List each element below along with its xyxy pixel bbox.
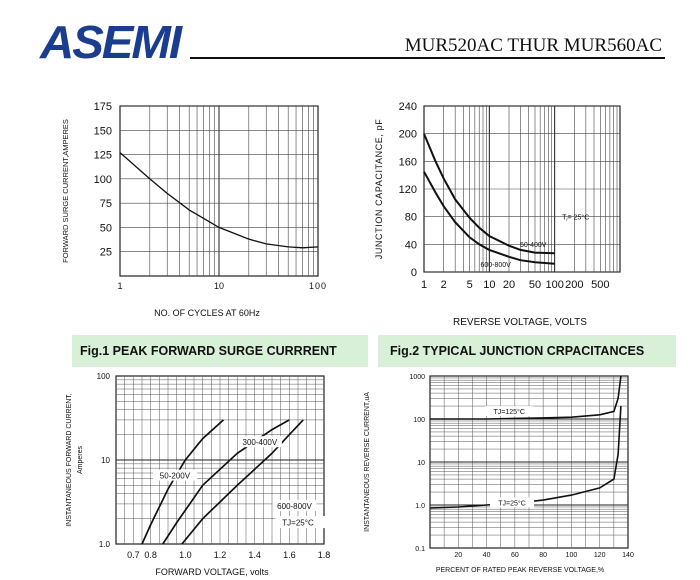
temperature-note: TJ=25°C — [282, 519, 314, 528]
caption-band-left — [72, 335, 368, 367]
temperature-note: Tⱼ= 25°C — [562, 213, 589, 221]
x-tick-label: 20 — [454, 552, 462, 559]
y-tick-label: 1.0 — [99, 540, 111, 549]
forward-curve-300-400V — [162, 419, 290, 545]
x-tick-label: 80 — [539, 552, 547, 559]
series-label: 300-400V — [243, 438, 278, 447]
y-axis-label: FORWARD SURGE CURRENT,AMPERES — [61, 119, 70, 263]
x-tick-label: 5 — [467, 279, 473, 291]
x-tick-label: 10 — [483, 279, 495, 291]
y-tick-label: 50 — [100, 222, 112, 234]
series-label-bg — [490, 497, 535, 508]
series-label-bg — [272, 500, 317, 512]
y-axis-label-unit: Amperes — [77, 445, 84, 474]
y-tick-label: 160 — [399, 156, 417, 168]
fig2-caption: Fig.2 TYPICAL JUNCTION CRPACITANCES — [390, 344, 645, 358]
y-axis-label: INSTANTANEOUS FORWARD CURRENT, — [66, 393, 73, 527]
y-axis-label: JUNCTION CAPACITANCE, pF — [374, 119, 384, 260]
x-tick-label: 20 — [503, 279, 515, 291]
x-tick-label: 60 — [511, 552, 519, 559]
logo-text: ASEMI — [39, 16, 183, 68]
series-label-bg — [485, 406, 534, 417]
y-tick-label: 150 — [94, 125, 112, 137]
header: ASEMI MUR520AC THUR MUR560AC — [39, 16, 665, 68]
temperature-note-bg — [275, 516, 332, 529]
y-tick-label: 200 — [399, 129, 417, 141]
y-tick-label: 100 — [413, 417, 425, 424]
y-tick-label: 75 — [100, 198, 112, 210]
y-tick-label: 0.1 — [415, 546, 425, 553]
x-tick-label: 40 — [483, 552, 491, 559]
y-tick-label: 1000 — [409, 374, 425, 381]
x-tick-label: 1 — [421, 279, 427, 291]
reverse-curve-TJ=25°C — [429, 406, 622, 509]
y-tick-label: 120 — [399, 184, 417, 196]
x-tick-label: 1.6 — [283, 550, 296, 560]
y-tick-label: 240 — [399, 101, 417, 113]
x-tick-label: 1 — [117, 281, 122, 291]
capacitance-curve-50-400V — [423, 133, 555, 255]
x-tick-label: 100 — [309, 281, 327, 291]
part-range-title: MUR520AC THUR MUR560AC — [405, 35, 662, 56]
y-tick-label: 10 — [417, 460, 425, 467]
chart-surge-current: 25 50 75 100 125 150 175 1 10 100 FORWARD SURGE CU… — [61, 101, 327, 318]
x-axis-label: PERCENT OF RATED PEAK REVERSE VOLTAGE,% — [436, 567, 604, 574]
x-tick-label: 100 — [545, 279, 563, 291]
x-tick-label: 1.2 — [214, 550, 227, 560]
series-label: 600-800V — [277, 502, 312, 511]
y-tick-label: 100 — [97, 372, 111, 381]
series-label: 50-200V — [160, 472, 191, 481]
x-tick-label: 0.7 — [127, 550, 140, 560]
caption-band-right — [378, 335, 676, 367]
x-tick-label: 0.8 — [144, 550, 157, 560]
x-tick-label: 140 — [622, 552, 634, 559]
y-tick-label: 40 — [405, 239, 417, 251]
asemi-logo: ASEMI — [39, 16, 185, 68]
series-label-50-400v: 50-400V — [520, 242, 547, 249]
y-tick-label: 25 — [100, 247, 112, 259]
x-tick-label: 120 — [594, 552, 606, 559]
y-tick-label: 100 — [94, 174, 112, 186]
x-tick-label: 200 — [565, 279, 583, 291]
reverse-curve-TJ=125°C — [430, 375, 622, 420]
x-axis-label: REVERSE VOLTAGE, VOLTS — [453, 317, 587, 328]
y-tick-label: 0 — [411, 267, 417, 279]
forward-curve-600-800V — [181, 419, 304, 545]
x-tick-label: 10 — [214, 281, 224, 291]
x-tick-label: 50 — [529, 279, 541, 291]
series-label-25c: TJ=25°C — [498, 499, 526, 507]
x-axis-label: FORWARD VOLTAGE, volts — [155, 567, 269, 577]
y-axis-label: INSTANTANEOUS REVERSE CURRENT,uA — [364, 392, 371, 532]
chart-reverse-current: 0.1 1.0 10 100 1000 20 40 60 80 100 120 140 TJ=125°C… — [364, 374, 634, 574]
capacitance-curve-600-800V — [423, 171, 555, 265]
x-tick-label: 500 — [591, 279, 609, 291]
x-tick-label: 1.8 — [318, 550, 331, 560]
y-tick-label: 80 — [405, 212, 417, 224]
surge-current-curve — [119, 152, 319, 249]
x-tick-label: 2 — [441, 279, 447, 291]
series-label-bg — [237, 436, 282, 448]
x-tick-label: 1.4 — [248, 550, 261, 560]
series-label-600-800v: 600-800V — [480, 262, 511, 269]
y-tick-label: 175 — [94, 101, 112, 113]
x-axis-label: NO. OF CYCLES AT 60Hz — [154, 308, 260, 318]
x-tick-label: 100 — [566, 552, 578, 559]
fig1-caption: Fig.1 PEAK FORWARD SURGE CURRRENT — [80, 344, 337, 358]
y-tick-label: 10 — [101, 456, 110, 465]
series-label-bg — [152, 469, 197, 481]
chart-forward-current: 1.0 10 100 0.7 0.8 1.0 1.2 1.4 1.6 1.8 50-200V 300-… — [66, 372, 332, 577]
x-tick-label: 1.0 — [179, 550, 192, 560]
y-tick-label: 125 — [94, 150, 112, 162]
series-label-125c: TJ=125°C — [493, 408, 524, 416]
y-tick-label: 1.0 — [415, 503, 425, 510]
